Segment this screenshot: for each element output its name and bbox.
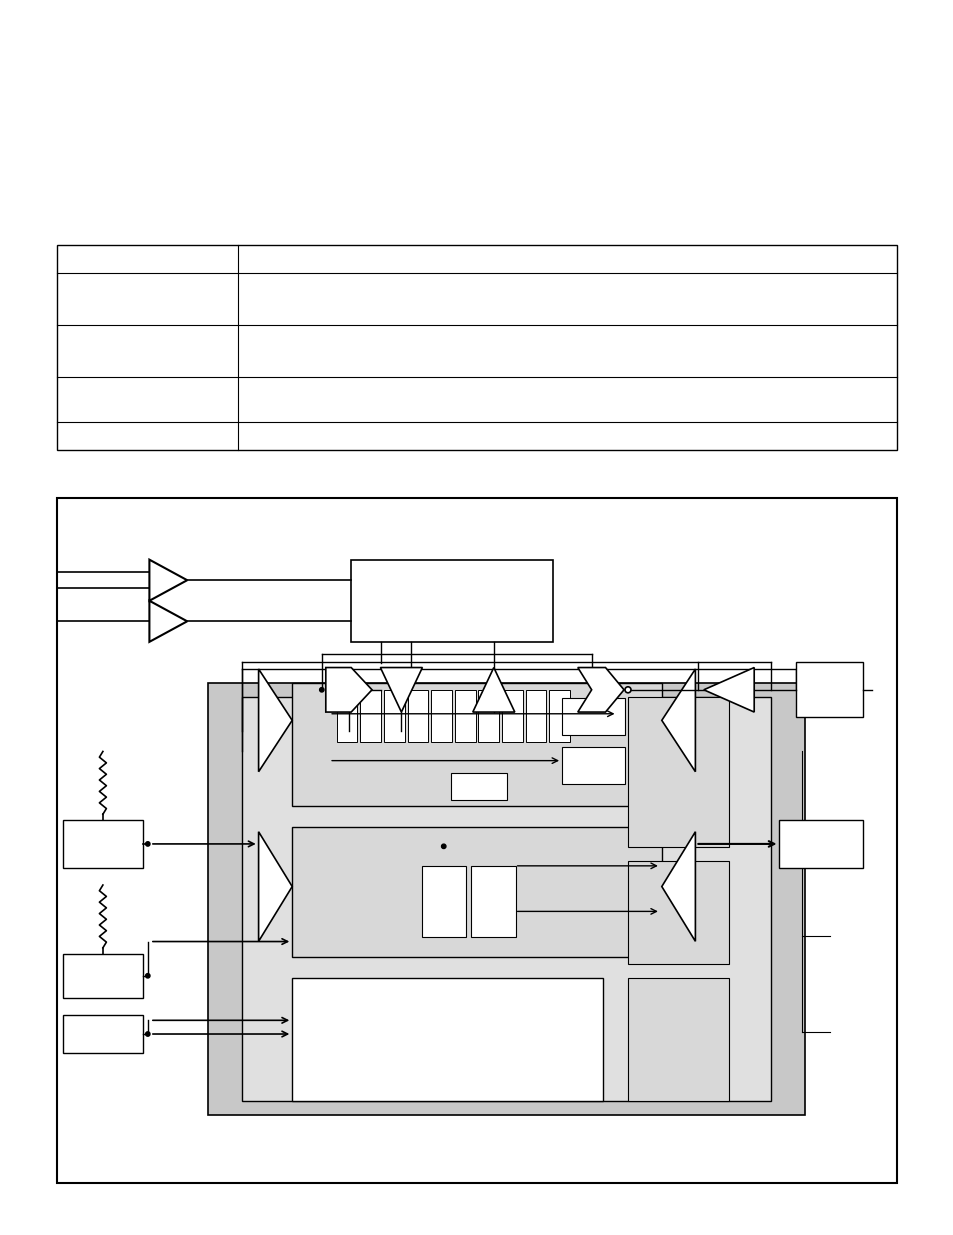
Polygon shape <box>473 668 515 713</box>
Polygon shape <box>258 831 292 941</box>
Polygon shape <box>326 668 372 713</box>
Circle shape <box>441 845 445 848</box>
Bar <box>336 690 356 742</box>
Bar <box>779 820 862 868</box>
Polygon shape <box>578 668 623 713</box>
Bar <box>63 1015 143 1053</box>
Bar <box>549 690 570 742</box>
Bar <box>351 559 552 642</box>
Bar <box>561 747 624 784</box>
Bar <box>63 953 143 998</box>
Bar <box>627 861 728 963</box>
Polygon shape <box>661 831 695 941</box>
Bar <box>796 662 862 718</box>
Bar <box>455 690 475 742</box>
Bar <box>57 498 896 1183</box>
Bar <box>383 690 404 742</box>
Polygon shape <box>661 669 695 772</box>
Bar <box>407 690 428 742</box>
Bar <box>241 697 770 1100</box>
Polygon shape <box>258 669 292 772</box>
Bar <box>431 690 452 742</box>
Bar <box>292 977 602 1100</box>
Bar <box>471 866 516 937</box>
Bar <box>63 820 143 868</box>
Bar <box>501 690 522 742</box>
Bar <box>627 977 728 1100</box>
Circle shape <box>146 973 150 978</box>
Bar <box>478 690 498 742</box>
Circle shape <box>146 1031 150 1036</box>
Bar <box>292 826 661 957</box>
Polygon shape <box>150 600 187 642</box>
Polygon shape <box>380 668 422 713</box>
Bar <box>561 698 624 735</box>
Bar <box>525 690 546 742</box>
Polygon shape <box>703 668 754 713</box>
Bar <box>627 697 728 847</box>
Bar <box>360 690 380 742</box>
Bar <box>451 773 506 800</box>
Polygon shape <box>150 559 187 600</box>
Bar <box>292 683 661 806</box>
Bar <box>208 683 803 1114</box>
Bar <box>57 245 896 450</box>
Circle shape <box>624 687 630 693</box>
Bar <box>421 866 465 937</box>
Circle shape <box>146 842 150 846</box>
Circle shape <box>319 688 324 692</box>
